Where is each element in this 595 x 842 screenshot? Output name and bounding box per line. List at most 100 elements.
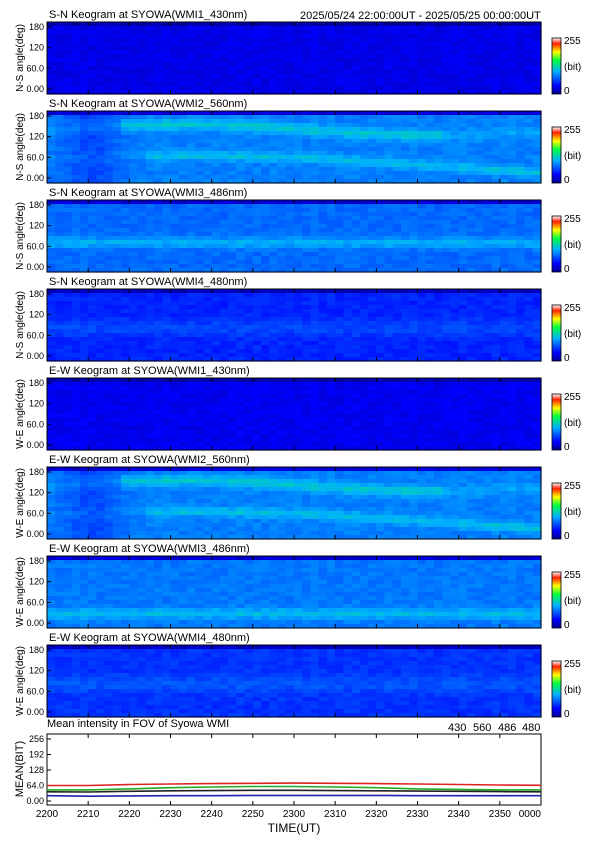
y-tick-label: 60.0	[26, 419, 44, 429]
y-tick-label: 180	[29, 200, 44, 210]
y-tick-label: 120	[29, 221, 44, 231]
x-tick-label: 2330	[406, 809, 429, 820]
keogram-image	[47, 22, 542, 95]
keogram-panel: E-W Keogram at SYOWA(WMI2_560nm) 180 120 60…	[15, 454, 581, 542]
x-tick-label: 2210	[77, 809, 100, 820]
series-line-486	[47, 782, 542, 787]
x-tick-label: 2350	[489, 809, 512, 820]
y-tick-label: 256	[29, 734, 44, 744]
legend: 430 560 486 480	[448, 722, 540, 734]
keogram-panel: S-N Keogram at SYOWA(WMI3_486nm) 180 120 60…	[15, 187, 581, 275]
colorbar-min: 0	[564, 709, 570, 720]
colorbar-min: 0	[564, 620, 570, 631]
y-tick-label: 64.0	[26, 781, 44, 791]
panel-title: S-N Keogram at SYOWA(WMI3_486nm)	[49, 187, 247, 199]
y-tick-label: 180	[29, 378, 44, 388]
colorbar-max: 255	[564, 36, 581, 47]
y-tick-label: 120	[29, 666, 44, 676]
keogram-panels: S-N Keogram at SYOWA(WMI1_430nm) 180 120 60…	[15, 9, 581, 720]
x-tick-labels: 2200 2210 2220 2230 2240 2250 2300 2310 2320 2330…	[36, 734, 542, 820]
colorbar-unit: (bit)	[564, 151, 581, 162]
panel-title: S-N Keogram at SYOWA(WMI1_430nm)	[49, 9, 247, 21]
y-tick-label: 60.0	[26, 330, 44, 340]
keogram-image	[47, 378, 542, 451]
legend-486: 486	[498, 722, 516, 734]
x-tick-label: 2240	[201, 809, 224, 820]
keogram-panel: E-W Keogram at SYOWA(WMI3_486nm) 180 120 60…	[15, 543, 581, 631]
keogram-panel: E-W Keogram at SYOWA(WMI4_480nm) 180 120 60…	[15, 632, 581, 720]
colorbar	[551, 126, 562, 184]
y-tick-label: 180	[29, 467, 44, 477]
mean-plot-title: Mean intensity in FOV of Syowa WMI	[47, 718, 229, 730]
y-axis-label: N-S angle(deg)	[15, 202, 26, 270]
colorbar	[551, 660, 562, 718]
colorbar-unit: (bit)	[564, 329, 581, 340]
series-line-480	[46, 789, 542, 793]
y-axis-label: MEAN(BIT)	[14, 741, 26, 797]
colorbar-min: 0	[564, 86, 570, 97]
y-tick-label: 180	[29, 645, 44, 655]
colorbar-max: 255	[564, 481, 581, 492]
colorbar	[551, 215, 562, 273]
x-tick-label: 2300	[283, 809, 306, 820]
y-tick-label: 0.00	[26, 351, 44, 361]
colorbar	[551, 393, 562, 451]
y-tick-label: 180	[29, 556, 44, 566]
panel-title: E-W Keogram at SYOWA(WMI1_430nm)	[49, 365, 250, 377]
y-tick-label: 120	[29, 132, 44, 142]
y-tick-label: 60.0	[26, 152, 44, 162]
panel-title: E-W Keogram at SYOWA(WMI4_480nm)	[49, 632, 250, 644]
y-tick-label: 192	[29, 750, 44, 760]
y-tick-label: 0.00	[26, 796, 44, 806]
y-tick-label: 120	[29, 310, 44, 320]
y-tick-label: 120	[29, 488, 44, 498]
panel-title: S-N Keogram at SYOWA(WMI4_480nm)	[49, 276, 247, 288]
y-tick-label: 180	[29, 111, 44, 121]
y-tick-label: 0.00	[26, 262, 44, 272]
keogram-image	[47, 645, 542, 718]
y-axis-label: W-E angle(deg)	[15, 379, 26, 449]
colorbar-unit: (bit)	[564, 685, 581, 696]
x-tick-label: 2200	[36, 809, 59, 820]
colorbar-unit: (bit)	[564, 507, 581, 518]
series-line-430	[46, 794, 541, 798]
mean-intensity-plot: Mean intensity in FOV of Syowa WMI 430 5…	[14, 718, 542, 835]
colorbar	[551, 304, 562, 362]
y-axis-label: W-E angle(deg)	[15, 468, 26, 538]
keogram-panel: S-N Keogram at SYOWA(WMI4_480nm) 180 120 60…	[15, 276, 581, 364]
y-tick-label: 120	[29, 577, 44, 587]
y-axis-label: W-E angle(deg)	[15, 646, 26, 716]
legend-430: 430	[448, 722, 466, 734]
panel-title: E-W Keogram at SYOWA(WMI2_560nm)	[49, 454, 250, 466]
colorbar-min: 0	[564, 353, 570, 364]
x-tick-label: 2250	[242, 809, 265, 820]
y-tick-label: 0.00	[26, 707, 44, 717]
keogram-image	[47, 111, 542, 184]
time-range: 2025/05/24 22:00:00UT - 2025/05/25 00:00…	[300, 10, 541, 22]
series-lines	[46, 782, 542, 798]
colorbar	[551, 482, 562, 540]
colorbar-max: 255	[564, 570, 581, 581]
x-tick-label: 2320	[365, 809, 388, 820]
colorbar-unit: (bit)	[564, 240, 581, 251]
series-line-560	[47, 785, 541, 791]
keogram-image	[47, 556, 542, 629]
colorbar-max: 255	[564, 125, 581, 136]
colorbar	[551, 37, 562, 95]
y-axis-label: W-E angle(deg)	[15, 557, 26, 627]
colorbar-min: 0	[564, 442, 570, 453]
keogram-image	[47, 200, 542, 273]
colorbar-min: 0	[564, 175, 570, 186]
colorbar-min: 0	[564, 531, 570, 542]
colorbar-unit: (bit)	[564, 62, 581, 73]
keogram-image	[47, 289, 542, 362]
y-tick-label: 60.0	[26, 597, 44, 607]
keogram-image	[47, 467, 542, 540]
keogram-panel: E-W Keogram at SYOWA(WMI1_430nm) 180 120 60…	[15, 365, 581, 453]
y-tick-label: 0.00	[26, 529, 44, 539]
y-tick-labels: 256 192 128 64.0 0.00	[26, 734, 51, 806]
panel-title: E-W Keogram at SYOWA(WMI3_486nm)	[49, 543, 250, 555]
y-tick-label: 60.0	[26, 63, 44, 73]
x-axis-label: TIME(UT)	[268, 821, 321, 835]
